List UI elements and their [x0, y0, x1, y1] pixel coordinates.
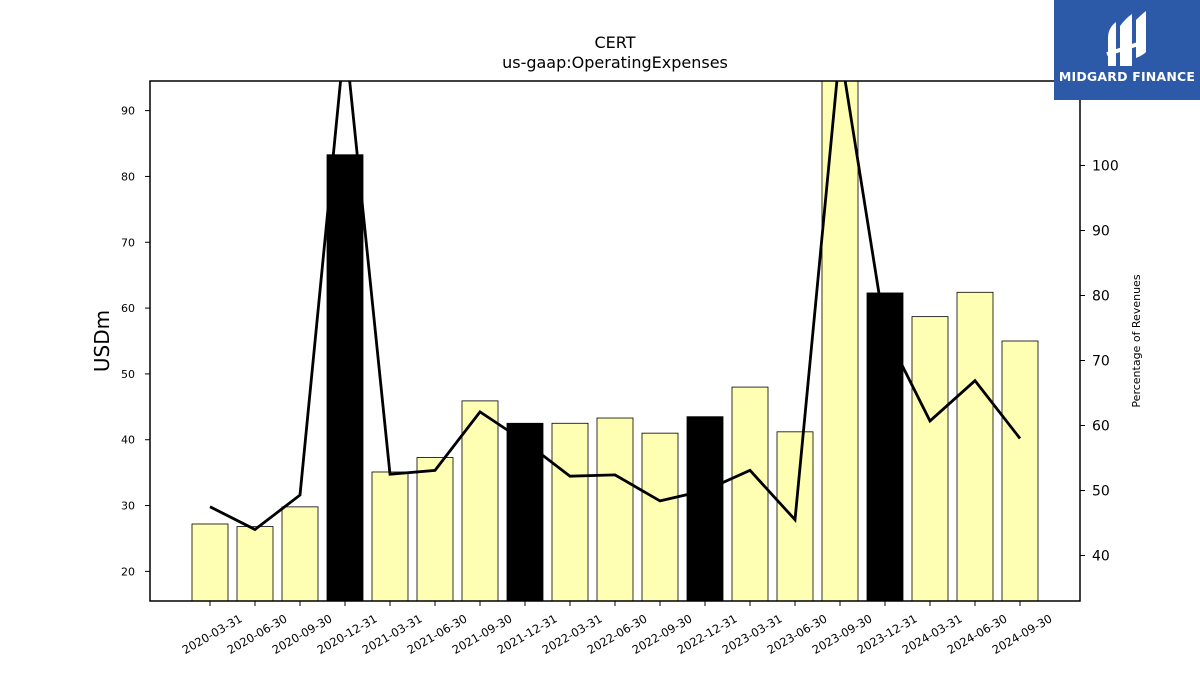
- y2-tick-label: 80: [1092, 289, 1110, 305]
- bar-2020-12-31: [326, 154, 364, 601]
- y2-tick-label: 70: [1092, 354, 1110, 370]
- y-tick-label: 30: [121, 500, 135, 513]
- y-tick-label: 80: [121, 170, 135, 183]
- y-tick-label: 40: [121, 434, 135, 447]
- x-axis: 2020-03-312020-06-302020-09-302020-12-31…: [180, 601, 1055, 657]
- y2-tick-label: 90: [1092, 224, 1110, 240]
- line-series: [209, 81, 1022, 532]
- y-tick-label: 50: [121, 368, 135, 381]
- y-axis-label: USDm: [90, 310, 114, 372]
- y2-tick-label: 100: [1092, 159, 1119, 175]
- bar-2024-03-31: [911, 316, 949, 601]
- right-axis: 40 50 60 70 80 90 100: [1080, 159, 1119, 565]
- y-tick-label: 20: [121, 565, 135, 578]
- left-axis: 20 30 40 50 60 70 80 90: [121, 105, 150, 578]
- midgard-finance-logo: MIDGARD FINANCE: [1054, 0, 1200, 100]
- bar-2023-03-31: [731, 386, 769, 601]
- bar-2021-09-30: [461, 400, 499, 601]
- bar-2024-06-30: [956, 291, 994, 601]
- bar-2022-03-31: [551, 422, 589, 601]
- bar-2022-09-30: [641, 432, 679, 601]
- percentage-line: [209, 81, 1022, 532]
- bar-2024-09-30: [1001, 340, 1039, 601]
- bar-2021-03-31: [371, 471, 409, 601]
- logo-mark-icon: [1106, 11, 1146, 66]
- bar-2022-06-30: [596, 417, 634, 601]
- y2-tick-label: 40: [1092, 549, 1110, 565]
- bar-2021-06-30: [416, 457, 454, 601]
- y2-axis-label: Percentage of Revenues: [1130, 274, 1143, 407]
- bar-2020-09-30: [281, 506, 319, 601]
- bar-2020-06-30: [236, 526, 274, 601]
- bar-2023-12-31: [866, 292, 904, 601]
- chart-title: CERT: [594, 33, 635, 52]
- y2-tick-label: 60: [1092, 419, 1110, 435]
- chart-subtitle: us-gaap:OperatingExpenses: [502, 53, 728, 72]
- logo-text: MIDGARD FINANCE: [1058, 69, 1196, 84]
- bar-2021-12-31: [506, 422, 544, 601]
- bar-2020-03-31: [191, 523, 229, 601]
- y-tick-label: 70: [121, 236, 135, 249]
- y-tick-label: 90: [121, 105, 135, 118]
- bar-2022-12-31: [686, 416, 724, 601]
- y2-tick-label: 50: [1092, 484, 1110, 500]
- y-tick-label: 60: [121, 302, 135, 315]
- bar-series: [191, 81, 1039, 601]
- bar-2023-09-30: [821, 81, 859, 601]
